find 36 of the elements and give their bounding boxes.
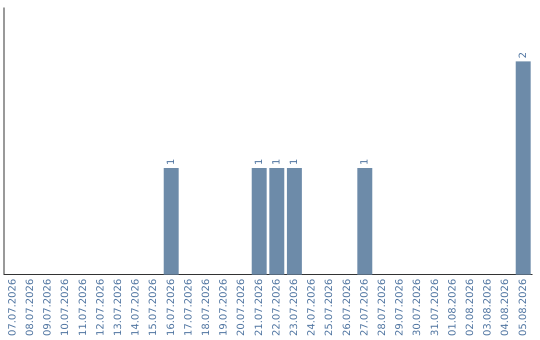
x-tick-label: 12.07.2026 — [95, 278, 106, 336]
x-tick-label: 16.07.2026 — [166, 278, 177, 336]
x-tick-label: 03.08.2026 — [482, 278, 494, 336]
x-tick-label: 22.07.2026 — [271, 278, 282, 336]
x-tick-label: 24.07.2026 — [306, 278, 318, 336]
x-tick-label: 26.07.2026 — [342, 278, 353, 336]
x-tick-label: 23.07.2026 — [288, 278, 300, 336]
x-tick-label: 27.07.2026 — [359, 278, 370, 336]
x-tick-label: 25.07.2026 — [324, 278, 336, 336]
x-tick-label: 10.07.2026 — [60, 278, 72, 336]
x-tick-label: 28.07.2026 — [376, 278, 388, 336]
x-tick-label: 07.07.2026 — [7, 278, 18, 336]
x-tick-label: 04.08.2026 — [500, 278, 512, 336]
x-tick-label: 19.07.2026 — [218, 278, 230, 336]
x-tick-label: 17.07.2026 — [183, 278, 194, 336]
x-tick-label: 01.08.2026 — [447, 278, 458, 336]
x-tick-label: 15.07.2026 — [148, 278, 160, 336]
x-tick-label: 08.07.2026 — [24, 278, 36, 336]
x-tick-label: 09.07.2026 — [42, 278, 54, 336]
data-label: 1 — [288, 158, 300, 166]
x-tick-label: 14.07.2026 — [130, 278, 142, 336]
data-label: 2 — [518, 52, 529, 58]
x-tick-label: 31.07.2026 — [430, 278, 441, 336]
x-tick-label: 21.07.2026 — [254, 278, 265, 336]
data-label: 1 — [359, 158, 370, 166]
x-tick-label: 05.08.2026 — [518, 278, 529, 336]
data-label: 1 — [254, 158, 265, 166]
data-label: 1 — [271, 158, 282, 166]
x-tick-label: 13.07.2026 — [112, 278, 124, 336]
x-tick-label: 29.07.2026 — [394, 278, 406, 336]
x-tick-label: 18.07.2026 — [200, 278, 212, 336]
x-tick-label: 20.07.2026 — [236, 278, 248, 336]
x-tick-label: 30.07.2026 — [412, 278, 424, 336]
x-tick-label: 02.08.2026 — [464, 278, 476, 336]
data-label: 1 — [166, 158, 177, 166]
x-tick-label: 11.07.2026 — [78, 278, 89, 336]
